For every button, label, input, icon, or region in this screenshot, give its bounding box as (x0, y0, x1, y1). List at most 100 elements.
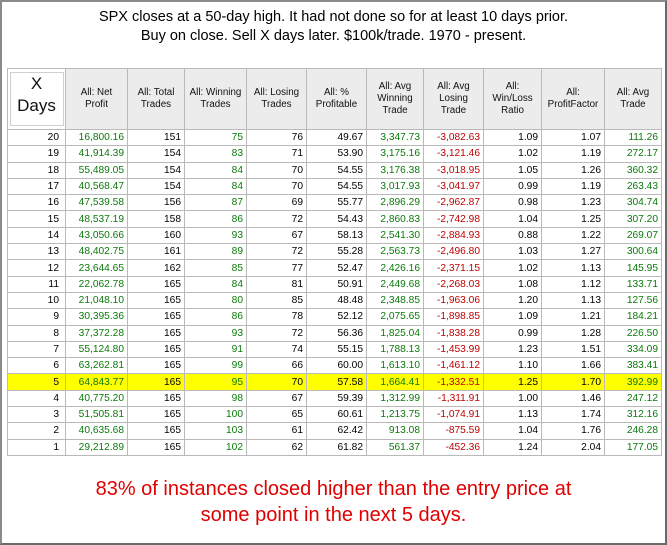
cell-losing-trades: 70 (246, 161, 307, 179)
cell-x-days: 16 (7, 194, 66, 212)
cell-net-profit: 48,537.19 (65, 210, 128, 228)
cell-pct-profitable: 52.47 (306, 259, 367, 277)
cell-avg-losing-trade: -875.59 (423, 422, 484, 440)
cell-avg-winning-trade: 2,449.68 (366, 275, 424, 293)
cell-losing-trades: 76 (246, 128, 307, 147)
cell-total-trades: 154 (127, 177, 185, 196)
cell-profit-factor: 1.28 (541, 324, 605, 342)
cell-avg-losing-trade: -1,332.51 (423, 373, 484, 391)
cell-net-profit: 23,644.65 (65, 259, 128, 277)
cell-total-trades: 165 (127, 406, 185, 424)
cell-avg-trade: 392.99 (604, 373, 662, 391)
cell-win-loss-ratio: 0.98 (483, 194, 542, 212)
cell-winning-trades: 75 (184, 128, 247, 147)
cell-avg-winning-trade: 2,860.83 (366, 210, 424, 228)
header-winning-trades: All: Winning Trades (184, 68, 247, 130)
header-x-days: X Days (7, 68, 66, 130)
cell-profit-factor: 1.13 (541, 259, 605, 277)
cell-total-trades: 165 (127, 389, 185, 408)
cell-profit-factor: 1.70 (541, 373, 605, 391)
cell-winning-trades: 99 (184, 357, 247, 375)
header-avg-losing-trade: All: Avg Losing Trade (423, 68, 484, 130)
cell-losing-trades: 72 (246, 243, 307, 261)
table-row: 15 48,537.19 158 86 72 54.43 2,860.83 -2,742.98… (7, 210, 662, 228)
caption-line-1: 83% of instances closed higher than the … (95, 478, 572, 500)
cell-x-days: 19 (7, 145, 66, 163)
table-row: 9 30,395.36 165 86 78 52.12 2,075.65 -1,898.85 1… (7, 308, 662, 326)
cell-avg-losing-trade: -2,371.15 (423, 259, 484, 277)
cell-losing-trades: 69 (246, 194, 307, 212)
cell-net-profit: 51,505.81 (65, 406, 128, 424)
cell-winning-trades: 84 (184, 275, 247, 293)
cell-avg-losing-trade: -1,453.99 (423, 340, 484, 359)
cell-avg-winning-trade: 2,563.73 (366, 243, 424, 261)
cell-win-loss-ratio: 1.08 (483, 275, 542, 293)
cell-net-profit: 40,568.47 (65, 177, 128, 196)
cell-winning-trades: 91 (184, 340, 247, 359)
cell-avg-winning-trade: 2,426.16 (366, 259, 424, 277)
cell-pct-profitable: 55.77 (306, 194, 367, 212)
cell-losing-trades: 61 (246, 422, 307, 440)
cell-avg-losing-trade: -2,884.93 (423, 226, 484, 245)
cell-win-loss-ratio: 1.09 (483, 308, 542, 326)
cell-winning-trades: 103 (184, 422, 247, 440)
header-losing-trades: All: Losing Trades (246, 68, 307, 130)
cell-pct-profitable: 48.48 (306, 291, 367, 310)
cell-net-profit: 41,914.39 (65, 145, 128, 163)
table-row: 7 55,124.80 165 91 74 55.15 1,788.13 -1,453.99 1… (7, 340, 662, 359)
table-row: 1 29,212.89 165 102 62 61.82 561.37 -452.36 1.24… (7, 438, 662, 456)
cell-losing-trades: 85 (246, 291, 307, 310)
cell-avg-losing-trade: -2,268.03 (423, 275, 484, 293)
cell-x-days: 7 (7, 340, 66, 359)
cell-net-profit: 43,050.66 (65, 226, 128, 245)
cell-total-trades: 165 (127, 438, 185, 456)
cell-winning-trades: 86 (184, 210, 247, 228)
header-avg-winning-trade: All: Avg Winning Trade (366, 68, 424, 130)
cell-profit-factor: 1.66 (541, 357, 605, 375)
cell-avg-losing-trade: -3,082.63 (423, 128, 484, 147)
cell-pct-profitable: 56.36 (306, 324, 367, 342)
cell-x-days: 20 (7, 128, 66, 147)
cell-win-loss-ratio: 1.09 (483, 128, 542, 147)
cell-x-days: 8 (7, 324, 66, 342)
caption: 83% of instances closed higher than the … (2, 476, 665, 528)
cell-avg-trade: 184.21 (604, 308, 662, 326)
cell-losing-trades: 71 (246, 145, 307, 163)
cell-avg-losing-trade: -1,461.12 (423, 357, 484, 375)
cell-avg-losing-trade: -1,311.91 (423, 389, 484, 408)
cell-pct-profitable: 53.90 (306, 145, 367, 163)
header-profit-factor: All: ProfitFactor (541, 68, 605, 130)
cell-net-profit: 40,775.20 (65, 389, 128, 408)
cell-total-trades: 151 (127, 128, 185, 147)
cell-winning-trades: 85 (184, 259, 247, 277)
cell-avg-trade: 111.26 (604, 128, 662, 147)
cell-x-days: 4 (7, 389, 66, 408)
cell-avg-winning-trade: 561.37 (366, 438, 424, 456)
cell-profit-factor: 1.51 (541, 340, 605, 359)
cell-pct-profitable: 60.61 (306, 406, 367, 424)
cell-total-trades: 165 (127, 422, 185, 440)
cell-profit-factor: 1.19 (541, 177, 605, 196)
cell-net-profit: 63,262.81 (65, 357, 128, 375)
cell-net-profit: 16,800.16 (65, 128, 128, 147)
cell-winning-trades: 93 (184, 226, 247, 245)
cell-x-days: 3 (7, 406, 66, 424)
cell-avg-trade: 246.28 (604, 422, 662, 440)
cell-win-loss-ratio: 0.99 (483, 324, 542, 342)
cell-total-trades: 165 (127, 373, 185, 391)
cell-total-trades: 156 (127, 194, 185, 212)
header-pct-profitable: All: % Profitable (306, 68, 367, 130)
cell-profit-factor: 1.19 (541, 145, 605, 163)
cell-pct-profitable: 60.00 (306, 357, 367, 375)
table-row: 11 22,062.78 165 84 81 50.91 2,449.68 -2,268.03… (7, 275, 662, 293)
cell-losing-trades: 62 (246, 438, 307, 456)
cell-x-days: 14 (7, 226, 66, 245)
cell-pct-profitable: 54.43 (306, 210, 367, 228)
cell-avg-losing-trade: -452.36 (423, 438, 484, 456)
table-row: 10 21,048.10 165 80 85 48.48 2,348.85 -1,963.06… (7, 291, 662, 310)
cell-profit-factor: 1.12 (541, 275, 605, 293)
cell-net-profit: 30,395.36 (65, 308, 128, 326)
cell-x-days: 11 (7, 275, 66, 293)
table-row: 16 47,539.58 156 87 69 55.77 2,896.29 -2,962.87… (7, 194, 662, 212)
